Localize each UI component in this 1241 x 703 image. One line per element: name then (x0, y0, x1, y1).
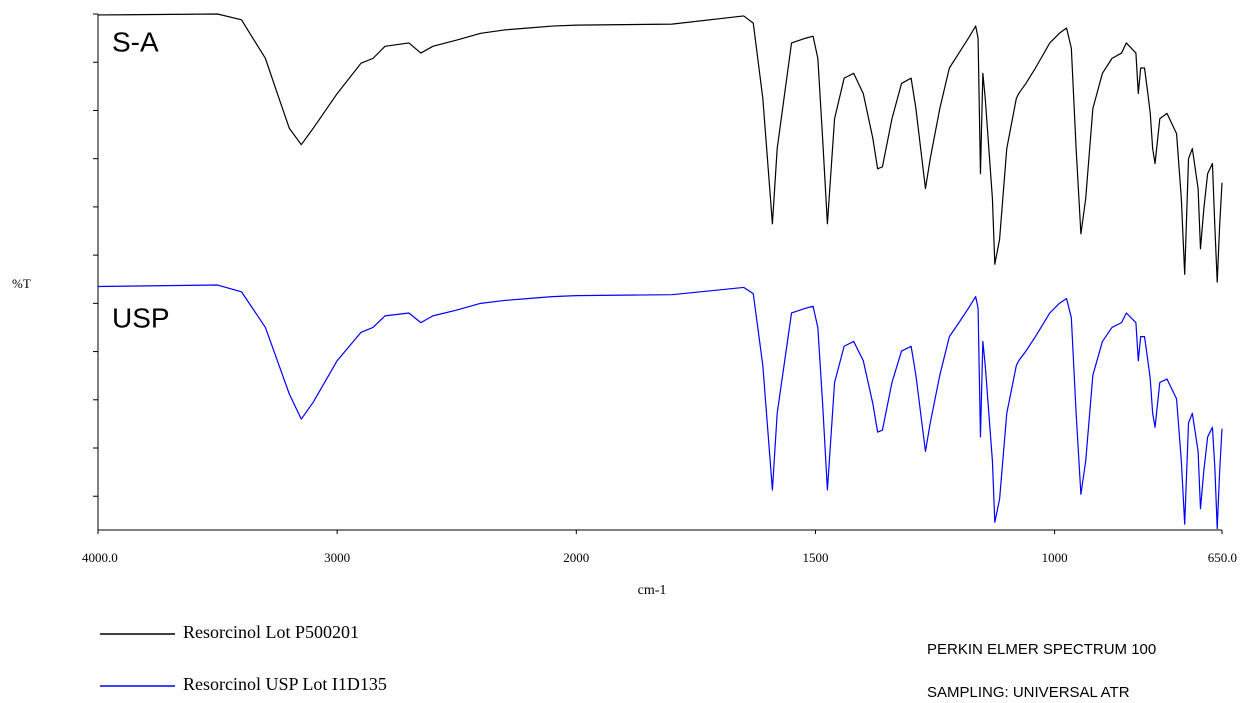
y-axis-label: %T (12, 276, 31, 291)
note: PERKIN ELMER SPECTRUM 100 (927, 641, 1156, 658)
series-label: S-A (112, 26, 159, 57)
spectrum-line (97, 284, 1223, 530)
x-axis-label: cm-1 (638, 583, 667, 598)
x-tick-label: 1500 (802, 550, 828, 565)
x-tick-label: 3000 (324, 550, 350, 565)
x-tick-label: 1000 (1042, 550, 1068, 565)
spectrum-line (97, 13, 1223, 283)
series-label: USP (112, 302, 170, 333)
legend-label: Resorcinol USP Lot I1D135 (183, 674, 387, 694)
x-tick-label: 4000.0 (82, 550, 118, 565)
x-tick-label: 650.0 (1208, 550, 1237, 565)
note: SAMPLING: UNIVERSAL ATR (927, 684, 1130, 701)
x-tick-label: 2000 (563, 550, 589, 565)
legend-label: Resorcinol Lot P500201 (183, 622, 359, 642)
